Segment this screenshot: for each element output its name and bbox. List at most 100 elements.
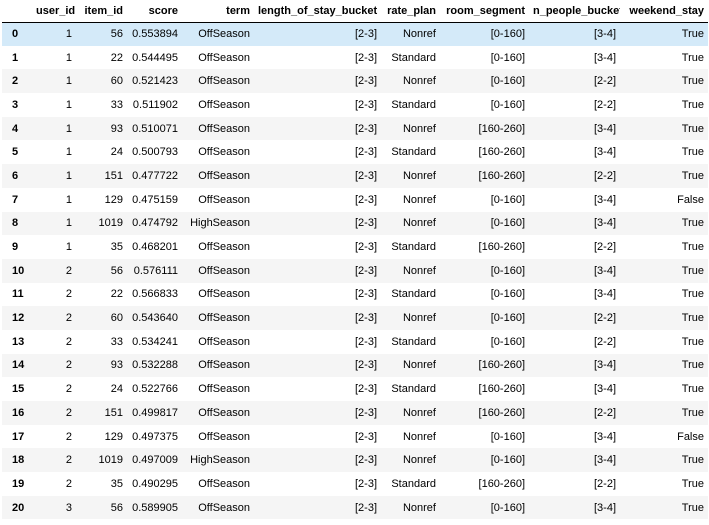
cell-room-segment: [160-260] bbox=[478, 241, 525, 254]
cell-term: OffSeason bbox=[198, 383, 250, 396]
cell-room-segment: [160-260] bbox=[478, 383, 525, 396]
cell-rate-plan: Standard bbox=[391, 98, 436, 111]
cell-user-id: 1 bbox=[65, 169, 72, 182]
cell-weekend-stay: True bbox=[681, 264, 704, 277]
column-header-room-segment: room_segment bbox=[446, 4, 525, 17]
cell-score: 0.477722 bbox=[132, 169, 178, 182]
cell-score: 0.589905 bbox=[132, 501, 178, 514]
cell-n-people-bucket: [2-2] bbox=[593, 75, 616, 88]
cell-weekend-stay: True bbox=[681, 122, 704, 135]
table-row[interactable]: 9 1 35 0.468201 OffSeason [2-3] Standard [160-2… bbox=[2, 235, 708, 259]
table-row[interactable]: 15 2 24 0.522766 OffSeason [2-3] Standard [160-… bbox=[2, 377, 708, 401]
table-row[interactable]: 1 1 22 0.544495 OffSeason [2-3] Standard [0-160… bbox=[2, 45, 708, 70]
cell-rate-plan: Nonref bbox=[402, 454, 436, 467]
table-row[interactable]: 20 3 56 0.589905 OffSeason [2-3] Nonref [0-160]… bbox=[2, 495, 708, 520]
cell-room-segment: [0-160] bbox=[490, 335, 525, 348]
cell-term: OffSeason bbox=[198, 98, 250, 111]
cell-score: 0.497009 bbox=[132, 454, 178, 467]
cell-weekend-stay: True bbox=[681, 501, 704, 514]
cell-length-of-stay-bucket: [2-3] bbox=[354, 169, 377, 182]
cell-rate-plan: Nonref bbox=[402, 169, 436, 182]
cell-n-people-bucket: [3-4] bbox=[593, 359, 616, 372]
column-header-item-id: item_id bbox=[84, 4, 123, 17]
cell-item-id: 56 bbox=[110, 501, 123, 514]
table-row[interactable]: 6 1 151 0.477722 OffSeason [2-3] Nonref [160-26… bbox=[2, 164, 708, 188]
cell-rate-plan: Nonref bbox=[402, 264, 436, 277]
row-index: 15 bbox=[12, 383, 25, 396]
table-row[interactable]: 17 2 129 0.497375 OffSeason [2-3] Nonref [0-160… bbox=[2, 424, 708, 449]
cell-n-people-bucket: [3-4] bbox=[593, 146, 616, 159]
cell-item-id: 60 bbox=[110, 75, 123, 88]
cell-length-of-stay-bucket: [2-3] bbox=[354, 312, 377, 325]
table-row[interactable]: 18 2 1019 0.497009 HighSeason [2-3] Nonref [0-1… bbox=[2, 448, 708, 473]
cell-rate-plan: Standard bbox=[391, 241, 436, 254]
cell-weekend-stay: True bbox=[681, 75, 704, 88]
cell-item-id: 24 bbox=[110, 146, 123, 159]
cell-room-segment: [160-260] bbox=[478, 169, 525, 182]
cell-item-id: 22 bbox=[110, 51, 123, 64]
cell-rate-plan: Standard bbox=[391, 383, 436, 396]
cell-rate-plan: Nonref bbox=[402, 28, 436, 41]
table-row[interactable]: 16 2 151 0.499817 OffSeason [2-3] Nonref [160-2… bbox=[2, 401, 708, 425]
cell-term: OffSeason bbox=[198, 75, 250, 88]
cell-n-people-bucket: [2-2] bbox=[593, 169, 616, 182]
cell-weekend-stay: True bbox=[681, 335, 704, 348]
cell-weekend-stay: True bbox=[681, 312, 704, 325]
cell-room-segment: [0-160] bbox=[490, 288, 525, 301]
cell-term: OffSeason bbox=[198, 406, 250, 419]
cell-length-of-stay-bucket: [2-3] bbox=[354, 75, 377, 88]
index-header bbox=[2, 0, 32, 22]
column-header-length-of-stay-bucket: length_of_stay_bucket bbox=[258, 4, 378, 17]
cell-term: OffSeason bbox=[198, 335, 250, 348]
table-row[interactable]: 7 1 129 0.475159 OffSeason [2-3] Nonref [0-160]… bbox=[2, 187, 708, 212]
row-index: 17 bbox=[12, 430, 25, 443]
table-row[interactable]: 11 2 22 0.566833 OffSeason [2-3] Standard [0-16… bbox=[2, 282, 708, 307]
cell-n-people-bucket: [3-4] bbox=[593, 217, 616, 230]
cell-score: 0.499817 bbox=[132, 406, 178, 419]
column-header-user-id: user_id bbox=[36, 4, 76, 17]
table-row[interactable]: 19 2 35 0.490295 OffSeason [2-3] Standard [160-… bbox=[2, 472, 708, 496]
cell-score: 0.522766 bbox=[132, 383, 178, 396]
cell-item-id: 1019 bbox=[98, 217, 123, 230]
table-body: 0 1 56 0.553894 OffSeason [2-3] Nonref [0-160][… bbox=[2, 22, 708, 520]
row-index: 0 bbox=[12, 28, 19, 41]
cell-score: 0.521423 bbox=[132, 75, 178, 88]
cell-term: OffSeason bbox=[198, 359, 250, 372]
cell-length-of-stay-bucket: [2-3] bbox=[354, 383, 377, 396]
cell-user-id: 2 bbox=[65, 477, 72, 490]
cell-length-of-stay-bucket: [2-3] bbox=[354, 454, 377, 467]
cell-item-id: 56 bbox=[110, 28, 123, 41]
cell-room-segment: [0-160] bbox=[490, 430, 525, 443]
cell-user-id: 1 bbox=[65, 51, 72, 64]
cell-item-id: 151 bbox=[104, 406, 123, 419]
cell-weekend-stay: True bbox=[681, 217, 704, 230]
column-header-score: score bbox=[148, 4, 178, 17]
cell-length-of-stay-bucket: [2-3] bbox=[354, 501, 377, 514]
table-row[interactable]: 12 2 60 0.543640 OffSeason [2-3] Nonref [0-160]… bbox=[2, 306, 708, 330]
cell-n-people-bucket: [2-2] bbox=[593, 335, 616, 348]
cell-rate-plan: Nonref bbox=[402, 217, 436, 230]
cell-weekend-stay: True bbox=[681, 241, 704, 254]
cell-user-id: 1 bbox=[65, 193, 72, 206]
table-row[interactable]: 5 1 24 0.500793 OffSeason [2-3] Standard [160-2… bbox=[2, 140, 708, 165]
table-row[interactable]: 10 2 56 0.576111 OffSeason [2-3] Nonref [0-160]… bbox=[2, 258, 708, 283]
table-row[interactable]: 14 2 93 0.532288 OffSeason [2-3] Nonref [160-26… bbox=[2, 353, 708, 378]
table-row[interactable]: 3 1 33 0.511902 OffSeason [2-3] Standard [0-160… bbox=[2, 93, 708, 117]
cell-score: 0.468201 bbox=[132, 241, 178, 254]
cell-user-id: 2 bbox=[65, 335, 72, 348]
cell-length-of-stay-bucket: [2-3] bbox=[354, 264, 377, 277]
table-row[interactable]: 8 1 1019 0.474792 HighSeason [2-3] Nonref [0-16… bbox=[2, 211, 708, 236]
cell-item-id: 129 bbox=[104, 193, 123, 206]
cell-room-segment: [0-160] bbox=[490, 454, 525, 467]
table-row[interactable]: 2 1 60 0.521423 OffSeason [2-3] Nonref [0-160] [… bbox=[2, 69, 708, 94]
cell-score: 0.543640 bbox=[132, 312, 178, 325]
cell-term: OffSeason bbox=[198, 28, 250, 41]
table-row[interactable]: 4 1 93 0.510071 OffSeason [2-3] Nonref [160-260… bbox=[2, 116, 708, 141]
table-row[interactable]: 0 1 56 0.553894 OffSeason [2-3] Nonref [0-160] [… bbox=[2, 22, 708, 46]
cell-user-id: 1 bbox=[65, 217, 72, 230]
row-index: 10 bbox=[12, 264, 25, 277]
cell-term: OffSeason bbox=[198, 169, 250, 182]
table-row[interactable]: 13 2 33 0.534241 OffSeason [2-3] Standard [0-16… bbox=[2, 329, 708, 354]
cell-item-id: 56 bbox=[110, 264, 123, 277]
cell-weekend-stay: True bbox=[681, 406, 704, 419]
